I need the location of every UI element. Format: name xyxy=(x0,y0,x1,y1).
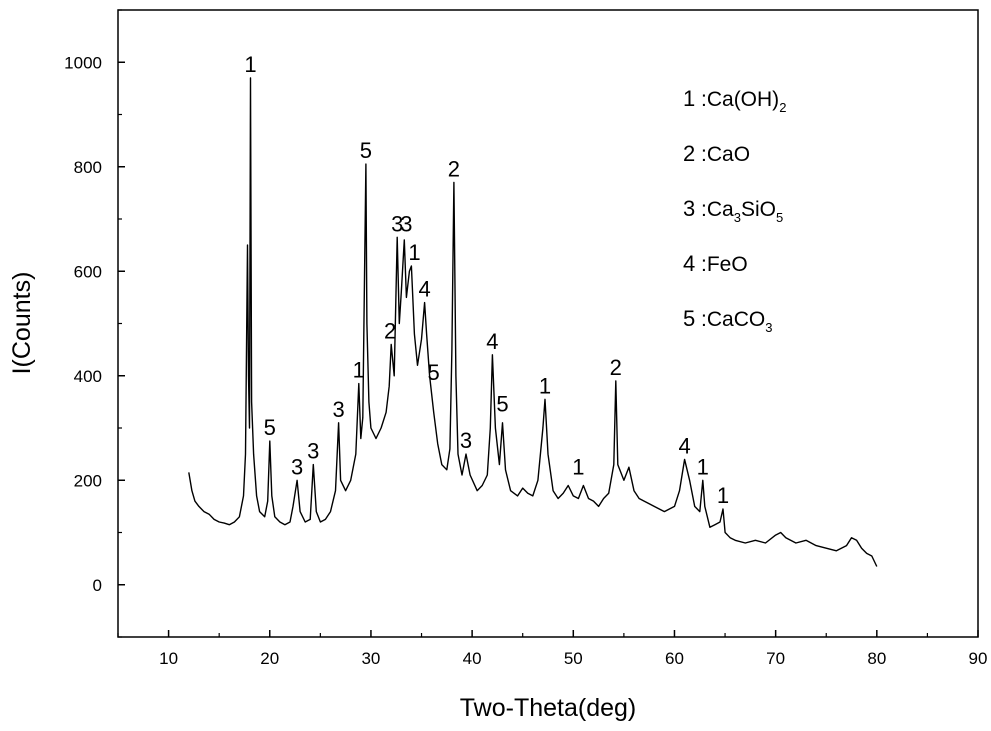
peak-label: 1 xyxy=(244,52,256,77)
legend-subscript: 2 xyxy=(779,100,786,115)
x-tick-label: 40 xyxy=(463,649,482,668)
peak-label: 4 xyxy=(678,433,690,458)
peak-label: 1 xyxy=(408,240,420,265)
x-tick-label: 80 xyxy=(867,649,886,668)
x-tick-label: 20 xyxy=(260,649,279,668)
y-tick-label: 600 xyxy=(74,262,102,281)
legend-text-part: FeO xyxy=(707,253,748,276)
x-tick-label: 60 xyxy=(665,649,684,668)
legend-number: 2 xyxy=(683,141,695,166)
peak-label: 3 xyxy=(460,428,472,453)
peak-label: 3 xyxy=(332,397,344,422)
legend-subscript: 3 xyxy=(734,210,741,225)
legend-number: 4 xyxy=(683,251,695,276)
legend-subscript: 3 xyxy=(765,320,772,335)
peak-label: 1 xyxy=(353,358,365,383)
legend-label: :CaCO3 xyxy=(701,308,772,335)
y-axis-ticks: 0 200 400 600 800 1000 xyxy=(64,9,125,638)
peak-label: 5 xyxy=(264,415,276,440)
y-tick-label: 800 xyxy=(74,158,102,177)
legend-number: 1 xyxy=(683,86,695,111)
peak-label: 5 xyxy=(428,360,440,385)
x-axis-title: Two-Theta(deg) xyxy=(460,694,636,722)
x-tick-label: 10 xyxy=(159,649,178,668)
legend-separator: : xyxy=(701,253,707,276)
x-axis-ticks: 10 20 30 40 50 60 70 80 90 xyxy=(117,630,988,668)
peak-label: 2 xyxy=(610,355,622,380)
legend-entry: 1:Ca(OH)2 xyxy=(683,86,786,115)
legend-separator: : xyxy=(701,308,707,331)
legend-number: 5 xyxy=(683,306,695,331)
legend-entry: 3:Ca3SiO5 xyxy=(683,196,783,225)
y-tick-label: 0 xyxy=(93,576,102,595)
y-tick-label: 200 xyxy=(74,471,102,490)
legend-subscript: 5 xyxy=(776,210,783,225)
peak-label: 4 xyxy=(418,277,430,302)
peak-label: 5 xyxy=(360,138,372,163)
legend-separator: : xyxy=(701,88,707,111)
x-tick-label: 30 xyxy=(361,649,380,668)
legend-label: :FeO xyxy=(701,253,748,276)
legend-text-part: Ca xyxy=(707,198,734,221)
peak-label: 1 xyxy=(717,483,729,508)
legend-label: :CaO xyxy=(701,143,750,166)
x-tick-label: 70 xyxy=(766,649,785,668)
legend-entry: 2:CaO xyxy=(683,141,750,166)
legend-entry: 5:CaCO3 xyxy=(683,306,772,335)
peak-label: 3 xyxy=(391,211,403,236)
y-tick-label: 400 xyxy=(74,367,102,386)
x-tick-label: 90 xyxy=(969,649,988,668)
y-tick-label: 1000 xyxy=(64,53,102,72)
legend-text-part: SiO xyxy=(741,198,776,221)
peak-label: 1 xyxy=(697,454,709,479)
peak-label: 1 xyxy=(539,373,551,398)
legend-separator: : xyxy=(701,143,707,166)
peak-label: 3 xyxy=(400,211,412,236)
xrd-series-line xyxy=(188,77,878,567)
legend-text-part: Ca(OH) xyxy=(707,88,779,111)
peak-label: 5 xyxy=(496,392,508,417)
legend-number: 3 xyxy=(683,196,695,221)
peak-label: 4 xyxy=(486,329,498,354)
x-tick-label: 50 xyxy=(564,649,583,668)
peak-label: 3 xyxy=(291,454,303,479)
legend-text-part: CaO xyxy=(707,143,750,166)
y-axis-title: I(Counts) xyxy=(8,272,36,375)
peak-label: 1 xyxy=(572,454,584,479)
legend-text-part: CaCO xyxy=(707,308,765,331)
legend-label: :Ca(OH)2 xyxy=(701,88,786,115)
legend-separator: : xyxy=(701,198,707,221)
peak-label: 3 xyxy=(307,439,319,464)
peak-label: 2 xyxy=(448,156,460,181)
legend-label: :Ca3SiO5 xyxy=(701,198,783,225)
peak-label: 2 xyxy=(384,318,396,343)
legend-entry: 4:FeO xyxy=(683,251,748,276)
